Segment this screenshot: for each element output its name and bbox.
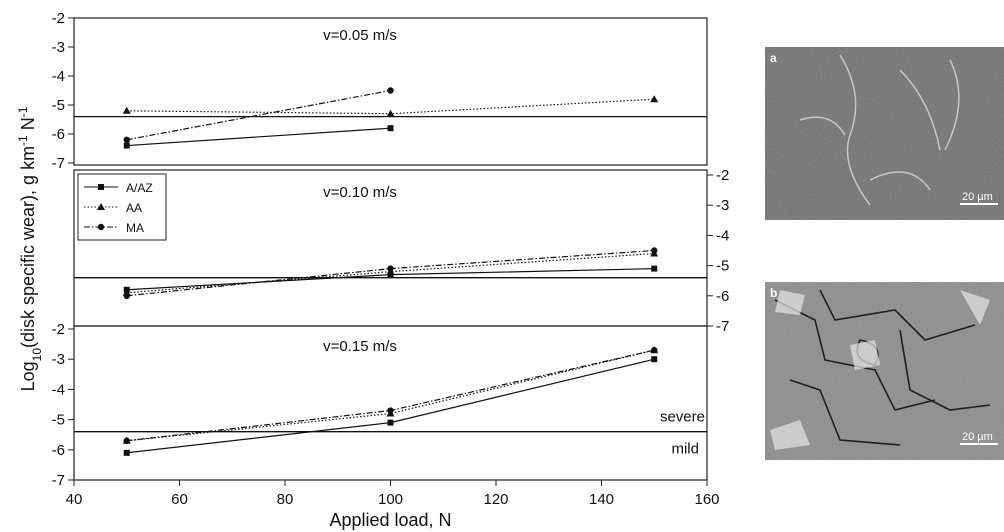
marker-triangle — [122, 106, 131, 114]
y-tick-label: -6 — [52, 126, 65, 143]
panel: v=0.15 m/s -2 -3 -4 -5 -6 -7 severe mild 40 60 80 10… — [52, 321, 720, 530]
y-tick-label: -4 — [716, 227, 729, 244]
y-tick-label: -3 — [716, 197, 729, 214]
marker-circle — [97, 223, 105, 231]
marker-circle — [123, 437, 130, 444]
annotation: severe — [660, 409, 705, 426]
series-line — [126, 358, 655, 454]
legend-label: AA — [126, 201, 142, 215]
marker-circle — [123, 292, 130, 299]
y-tick-label: -2 — [52, 10, 65, 27]
marker-square — [123, 449, 130, 456]
x-tick-label: 160 — [694, 491, 719, 508]
marker-triangle — [97, 203, 105, 210]
legend-label: A/AZ — [126, 181, 153, 195]
marker-circle — [387, 87, 394, 94]
y-axis-title-part: (disk specific wear), g km — [18, 146, 38, 348]
marker-triangle — [386, 109, 395, 117]
marker-circle — [123, 136, 130, 143]
marker-square — [651, 356, 658, 363]
marker-square — [387, 125, 394, 132]
y-axis-title-part: -1 — [16, 106, 30, 117]
marker-triangle — [650, 95, 659, 103]
y-tick-label: -5 — [716, 258, 729, 275]
panel-frame — [73, 17, 708, 166]
panel-title: v=0.05 m/s — [323, 27, 397, 44]
y-tick-label: -6 — [716, 288, 729, 305]
micrograph-b: b 20 µm — [765, 282, 1004, 460]
panel-title: v=0.10 m/s — [323, 184, 397, 201]
image-label: a — [770, 51, 777, 65]
legend-marker — [98, 184, 104, 190]
y-tick-label: -7 — [52, 472, 65, 489]
x-tick-label: 40 — [66, 491, 83, 508]
marker-square — [387, 419, 394, 426]
marker-circle — [387, 265, 394, 272]
micrograph-a: a 20 µm — [765, 47, 1004, 220]
legend-label: MA — [126, 221, 144, 235]
marker-circle — [651, 346, 658, 354]
x-tick-label: 140 — [589, 491, 614, 508]
y-tick-label: -7 — [52, 155, 65, 172]
y-tick-label: -4 — [52, 68, 65, 85]
scale-bar-label: 20 µm — [962, 191, 993, 203]
y-axis-title-part: -1 — [16, 135, 30, 146]
panel: v=0.05 m/s -2 -3 -4 -5 -6 -7 — [52, 10, 708, 172]
series-line — [126, 252, 655, 294]
x-axis-title: Applied load, N — [329, 510, 451, 530]
panel-title: v=0.15 m/s — [323, 338, 397, 355]
x-tick-label: 60 — [171, 491, 188, 508]
crack-lines — [799, 54, 960, 206]
crack-lines — [774, 289, 991, 446]
series-line — [126, 89, 391, 141]
series-line — [126, 127, 391, 147]
marker-square — [123, 142, 130, 149]
y-axis-title-part: Log — [18, 361, 38, 391]
annotation: mild — [671, 441, 699, 458]
y-tick-label: -5 — [52, 412, 65, 429]
y-tick-label: -3 — [52, 351, 65, 368]
y-tick-label: -2 — [716, 167, 729, 184]
y-tick-label: -2 — [52, 321, 65, 338]
marker-circle — [651, 247, 658, 254]
y-axis-title-part: N — [18, 117, 38, 135]
marker-square — [387, 271, 394, 278]
marker-circle — [387, 407, 394, 414]
legend-box — [77, 173, 167, 241]
x-tick-label: 120 — [483, 491, 508, 508]
series-line — [126, 349, 655, 442]
y-axis-title-part: 10 — [30, 348, 44, 362]
y-tick-label: -5 — [52, 97, 65, 114]
image-label: b — [770, 286, 777, 300]
scale-bar-label: 20 µm — [962, 431, 993, 443]
legend-marker — [97, 203, 105, 210]
y-tick-label: -7 — [716, 318, 729, 335]
legend-marker — [97, 223, 105, 231]
panel: v=0.10 m/s -2 -3 -4 -5 -6 -7 A/AZ AA MA — [73, 167, 729, 335]
marker-square — [651, 265, 658, 272]
marker-square — [98, 184, 104, 190]
series-line — [126, 349, 655, 442]
surface-debris — [770, 290, 990, 450]
x-tick-label: 80 — [277, 491, 294, 508]
y-tick-label: -6 — [52, 442, 65, 459]
y-tick-label: -4 — [52, 381, 65, 398]
y-axis-title: Log10(disk specific wear), g km-1 N-1 — [16, 106, 44, 391]
x-tick-label: 100 — [378, 491, 403, 508]
y-tick-label: -3 — [52, 39, 65, 56]
image-texture — [765, 47, 1004, 220]
